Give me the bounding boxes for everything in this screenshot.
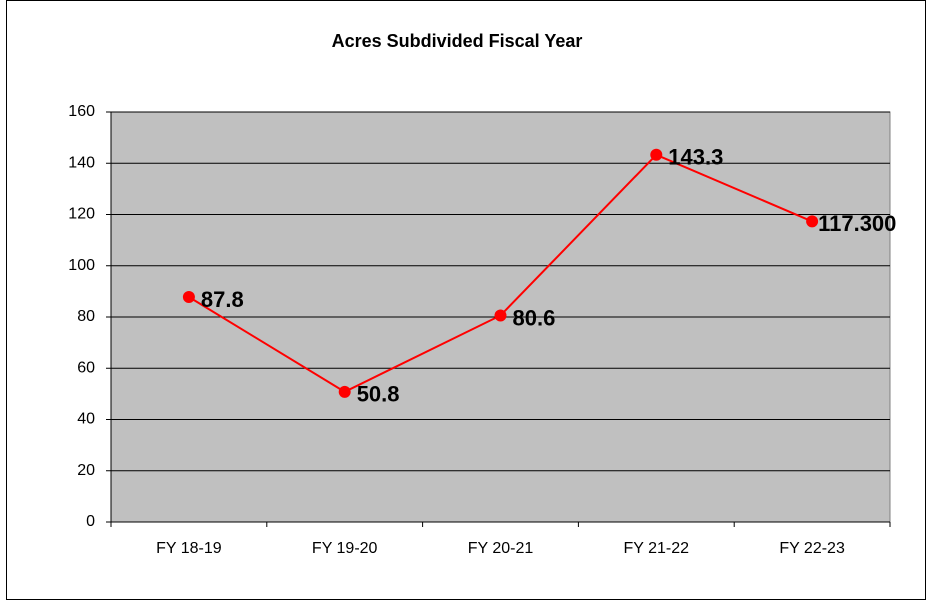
- marker: [338, 385, 351, 398]
- value-label: 143.3: [668, 145, 723, 170]
- x-tick-label: FY 20-21: [468, 540, 534, 557]
- x-tick-label: FY 19-20: [312, 540, 378, 557]
- chart-title: Acres Subdivided Fiscal Year: [332, 31, 583, 51]
- y-tick-label: 140: [68, 154, 95, 171]
- y-tick-label: 60: [77, 359, 95, 376]
- x-tick-label: FY 18-19: [156, 540, 222, 557]
- x-tick-label: FY 22-23: [779, 540, 845, 557]
- y-tick-label: 80: [77, 308, 95, 325]
- marker: [494, 309, 507, 322]
- y-tick-label: 40: [77, 411, 95, 428]
- y-tick-label: 0: [86, 513, 95, 530]
- value-label: 80.6: [513, 305, 556, 330]
- value-label: 87.8: [201, 287, 244, 312]
- marker: [182, 291, 195, 304]
- x-tick-label: FY 21-22: [624, 540, 690, 557]
- y-tick-label: 160: [68, 103, 95, 120]
- marker: [650, 148, 663, 161]
- y-tick-label: 120: [68, 206, 95, 223]
- y-tick-label: 20: [77, 462, 95, 479]
- value-label: 117.300: [818, 211, 896, 236]
- y-tick-label: 100: [68, 257, 95, 274]
- value-label: 50.8: [357, 382, 400, 407]
- marker: [806, 215, 819, 228]
